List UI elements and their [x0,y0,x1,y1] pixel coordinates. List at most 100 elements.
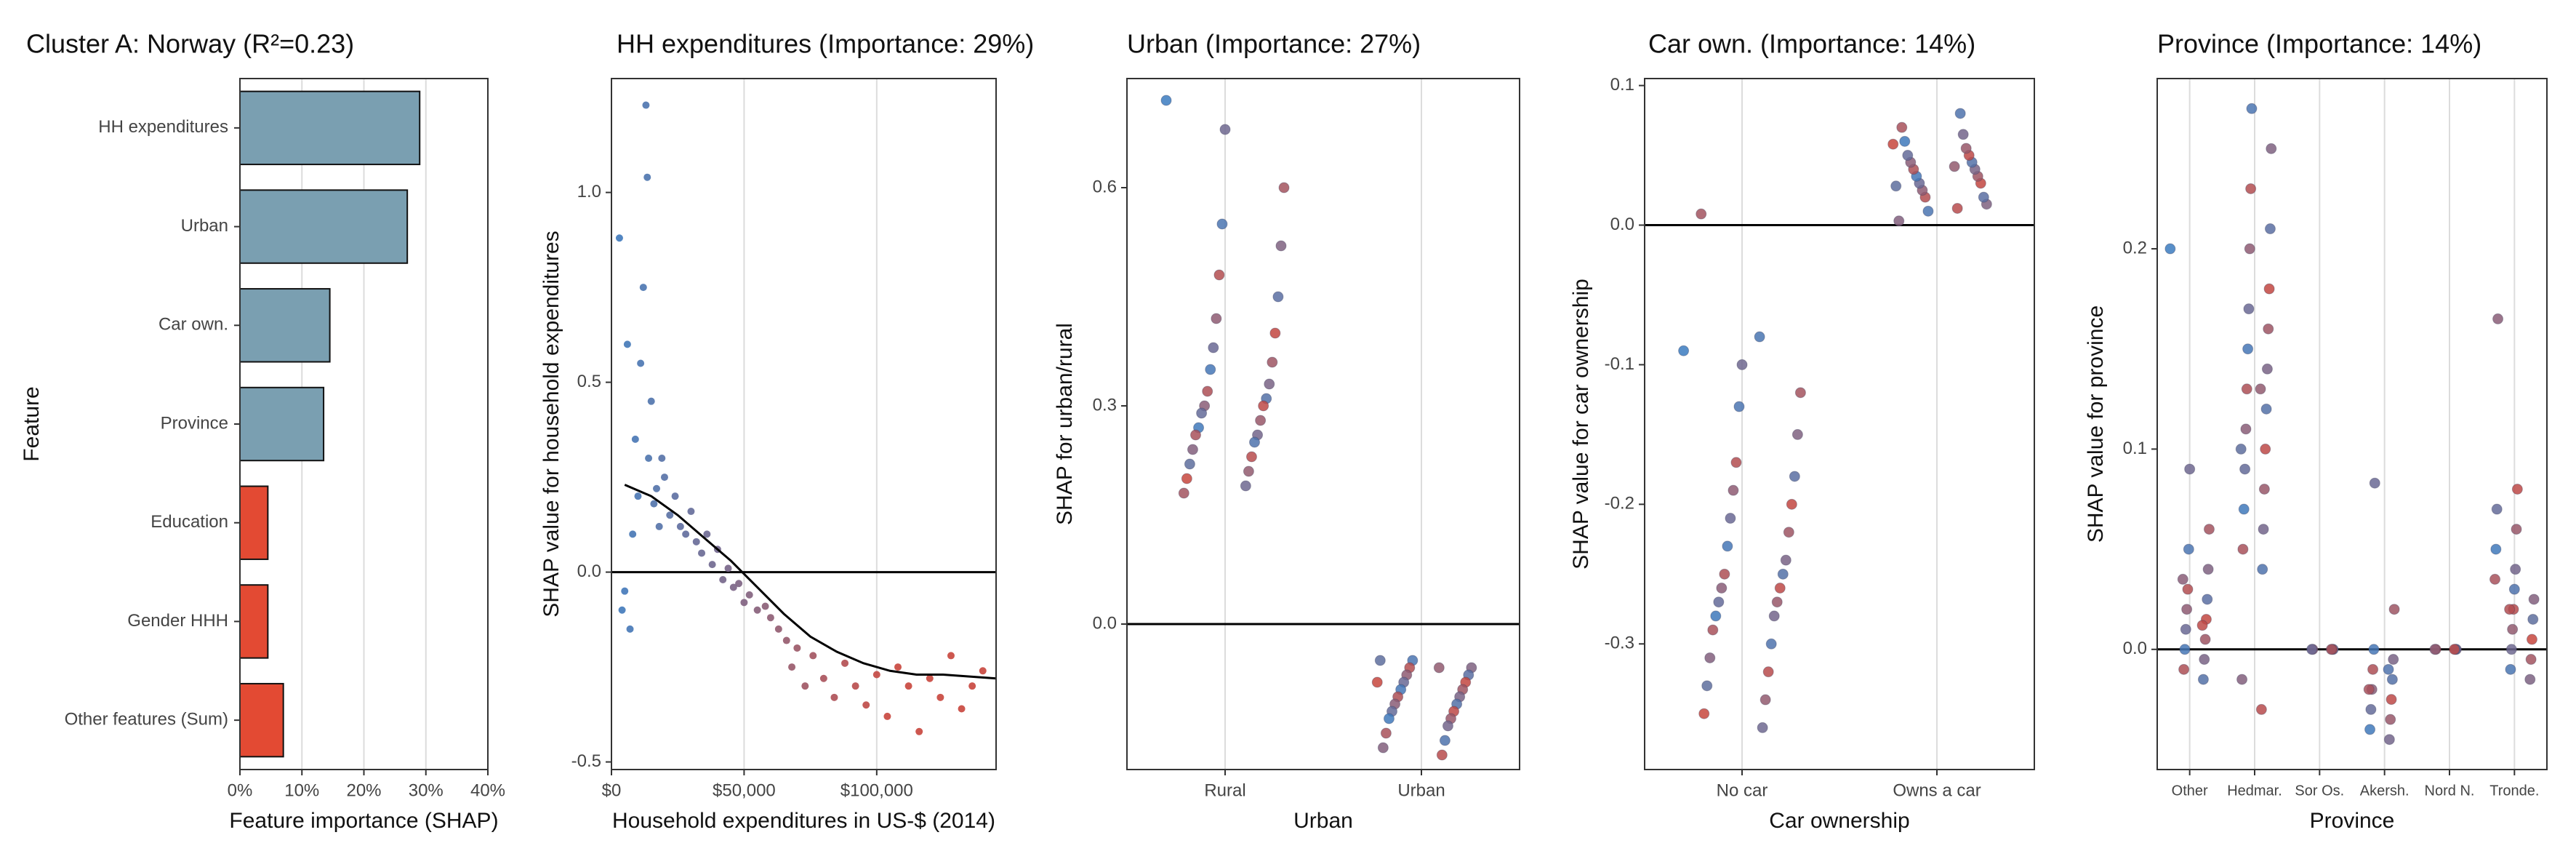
point [872,671,880,679]
point [2255,703,2267,715]
point [2196,620,2208,631]
point [2164,243,2176,255]
point [2179,644,2191,655]
point [1267,356,1278,368]
point [639,284,647,292]
plot-frame [1126,78,1520,770]
point [1202,385,1213,397]
point [2527,613,2539,625]
point [2491,503,2503,515]
point [2177,573,2188,585]
point [2363,684,2375,695]
point [793,644,801,652]
point [2511,483,2523,495]
point [658,454,666,462]
x-tick-label: $100,000 [840,780,913,800]
x-tick-label: Nord N. [2425,783,2475,799]
point [2197,674,2209,685]
point [2508,583,2520,595]
bar [239,682,284,758]
point [1730,457,1742,468]
point [904,682,912,690]
point [2489,573,2501,585]
point [801,682,809,690]
point [1704,652,1716,663]
point [2385,714,2396,725]
point [830,693,838,701]
point [1899,135,1911,147]
point [1754,331,1765,343]
point [774,625,782,633]
point [883,712,891,720]
point [2202,594,2213,605]
point [650,500,658,508]
point [1978,191,1989,203]
point [2241,383,2252,395]
point [2183,543,2194,555]
point [2325,644,2337,655]
point [1728,484,1739,496]
point [1278,182,1290,193]
point [653,484,661,492]
point [1780,554,1791,566]
point [660,474,668,482]
point [782,636,790,644]
x-tick-label: 20% [346,780,381,800]
point [761,602,769,610]
point [1208,342,1219,353]
point [2199,654,2210,666]
point [1269,327,1281,339]
x-axis-label: Urban [1293,809,1353,833]
y-tick-label: 0.1 [1610,75,1634,95]
point [2388,654,2399,666]
point [1719,568,1730,580]
point [2184,463,2196,475]
x-tick-label: 30% [409,780,444,800]
point [2182,583,2194,595]
x-tick-label: Sor Os. [2295,783,2344,799]
point [1213,269,1225,281]
y-axis-label: SHAP value for household expenditures [539,231,563,617]
panel: HH expenditures (Importance: 29%) Househo… [539,29,1034,833]
point [1757,722,1768,733]
point [647,397,655,405]
point [2257,564,2268,575]
point [1181,473,1192,484]
point [894,663,902,671]
x-tick-label: 40% [470,780,505,800]
point [788,663,796,671]
y-tick-label: Province [161,413,228,433]
point [1205,364,1216,375]
y-tick-label: -0.1 [1605,354,1634,374]
x-tick-label: $50,000 [713,780,776,800]
point [2449,644,2460,655]
point [2263,323,2274,335]
x-tick-label: 10% [284,780,319,800]
point [1922,205,1934,217]
point [2203,524,2215,535]
plot-frame [2156,78,2548,770]
point [1216,218,1228,230]
point [1258,400,1269,412]
x-tick-label: 0% [228,780,253,800]
point [1710,610,1722,622]
point [634,492,642,500]
x-axis-label: Province [2310,809,2395,833]
point [1249,436,1260,448]
point [1243,466,1254,477]
point [2511,524,2522,535]
point [862,701,870,709]
point [1433,662,1445,674]
point [1272,291,1284,303]
point [1887,138,1899,150]
x-tick-label: No car [1717,780,1768,800]
panel: Province (Importance: 14%) Province SHAP v… [2084,29,2548,833]
y-tick-label: 1.0 [577,182,601,201]
point [1954,108,1966,119]
point [968,682,976,690]
point [626,625,634,633]
point [2236,674,2248,685]
point [2246,103,2258,114]
point [947,652,955,660]
